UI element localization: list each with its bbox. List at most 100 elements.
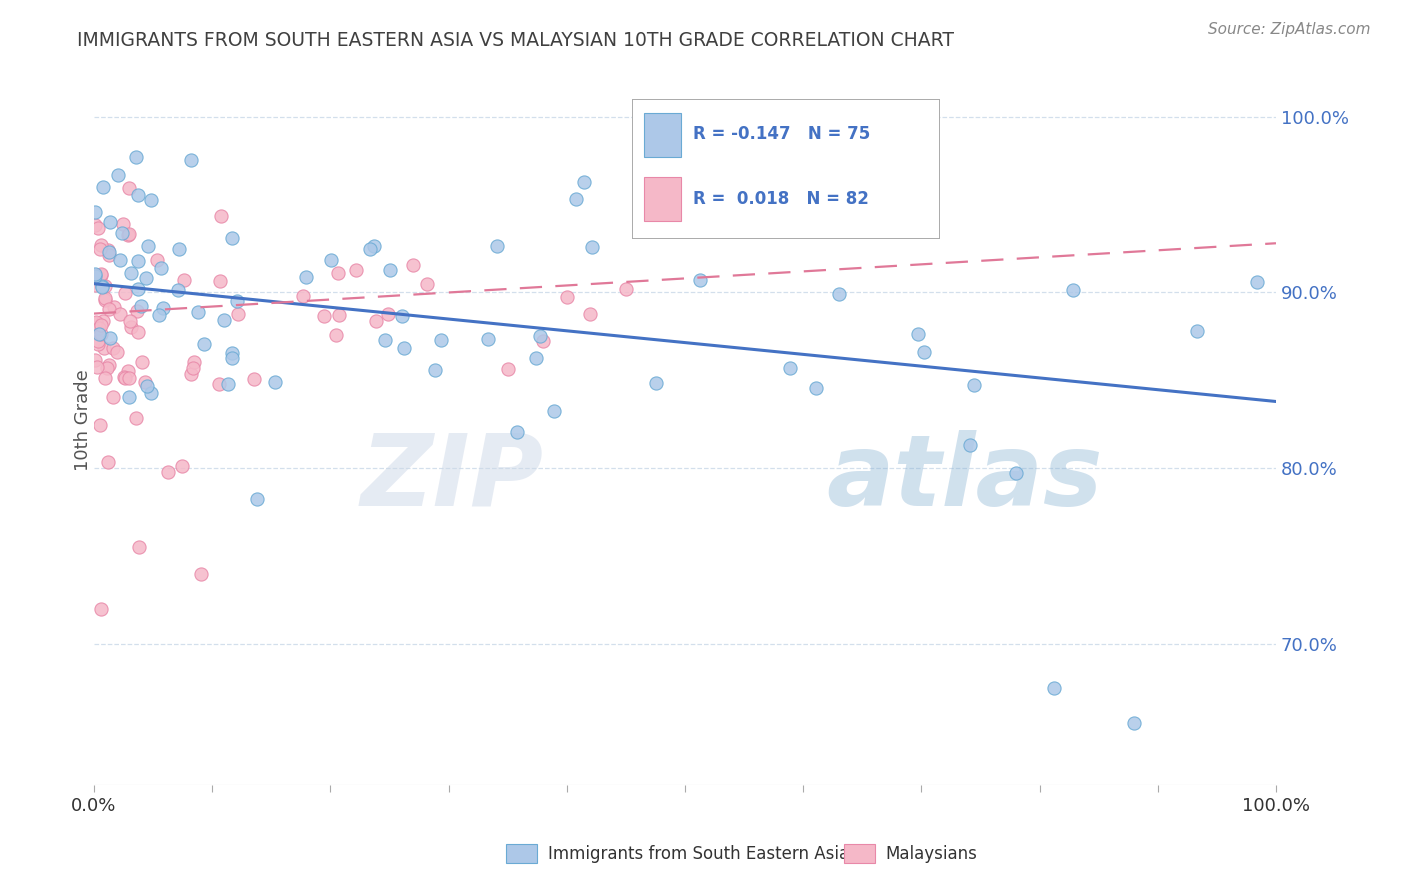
Point [1043, 681, 1066, 695]
Point [120, 266, 142, 280]
Point [152, 301, 174, 315]
Point [172, 458, 194, 473]
Point [187, 305, 209, 319]
Point [136, 239, 159, 253]
Point [94, 279, 117, 293]
Point [416, 277, 439, 291]
Point [828, 287, 851, 301]
Point [209, 210, 232, 224]
Point [572, 175, 595, 189]
Point [94, 291, 117, 305]
Point [91, 314, 114, 328]
Point [423, 363, 446, 377]
Point [96, 360, 118, 375]
Point [208, 376, 231, 391]
Point [190, 566, 212, 581]
Point [292, 289, 315, 303]
Point [84, 352, 107, 367]
Point [127, 187, 149, 202]
Point [90, 602, 112, 616]
Point [125, 150, 148, 164]
Point [87, 321, 110, 335]
Point [117, 364, 139, 378]
Y-axis label: 10th Grade: 10th Grade [75, 369, 91, 471]
Point [221, 346, 243, 360]
Point [378, 263, 401, 277]
Point [107, 168, 129, 182]
Point [364, 314, 387, 328]
Point [962, 377, 984, 392]
Point [645, 376, 668, 390]
Point [505, 425, 527, 439]
Point [477, 332, 499, 346]
Point [779, 361, 801, 376]
Point [226, 293, 249, 308]
Point [94, 293, 117, 307]
Point [98, 331, 121, 345]
Point [118, 227, 141, 241]
Point [131, 354, 153, 368]
Point [959, 437, 981, 451]
Point [125, 411, 148, 425]
Point [93, 180, 115, 194]
Point [373, 333, 395, 347]
Point [139, 386, 162, 401]
Point [90, 318, 112, 332]
Point [93, 342, 115, 356]
Point [105, 344, 128, 359]
Point [84, 315, 107, 329]
Point [118, 314, 141, 328]
Point [91, 279, 114, 293]
Point [129, 299, 152, 313]
Point [87, 326, 110, 341]
Point [103, 390, 125, 404]
Point [391, 309, 413, 323]
Text: ZIP: ZIP [360, 430, 543, 527]
Point [212, 313, 235, 327]
Point [87, 334, 110, 348]
Point [193, 336, 215, 351]
Text: Source: ZipAtlas.com: Source: ZipAtlas.com [1208, 22, 1371, 37]
Point [90, 326, 112, 341]
Point [84, 218, 107, 232]
Point [136, 379, 159, 393]
Point [1185, 324, 1208, 338]
Point [245, 491, 267, 506]
Point [377, 307, 399, 321]
Point [108, 307, 131, 321]
Point [108, 253, 131, 268]
Point [84, 316, 107, 330]
Text: atlas: atlas [827, 430, 1104, 527]
Point [98, 215, 121, 229]
Point [84, 277, 107, 292]
Point [344, 263, 367, 277]
Text: Immigrants from South Eastern Asia: Immigrants from South Eastern Asia [548, 845, 849, 863]
Point [94, 370, 117, 384]
Point [84, 269, 107, 284]
Point [86, 359, 108, 374]
Point [87, 220, 110, 235]
Point [139, 193, 162, 207]
Point [1005, 466, 1028, 480]
Point [217, 376, 239, 391]
Point [912, 345, 935, 359]
Point [264, 375, 287, 389]
Point [90, 238, 112, 252]
Point [321, 253, 343, 268]
Point [325, 328, 347, 343]
Point [127, 282, 149, 296]
Point [118, 371, 141, 385]
Point [149, 260, 172, 275]
Point [111, 217, 134, 231]
Point [114, 371, 136, 385]
Point [804, 381, 827, 395]
Point [181, 360, 204, 375]
Point [114, 285, 136, 300]
Point [226, 307, 249, 321]
Point [1246, 275, 1268, 289]
Point [87, 336, 110, 351]
Point [581, 239, 603, 253]
Point [359, 242, 381, 256]
Point [127, 254, 149, 268]
Point [87, 268, 110, 283]
